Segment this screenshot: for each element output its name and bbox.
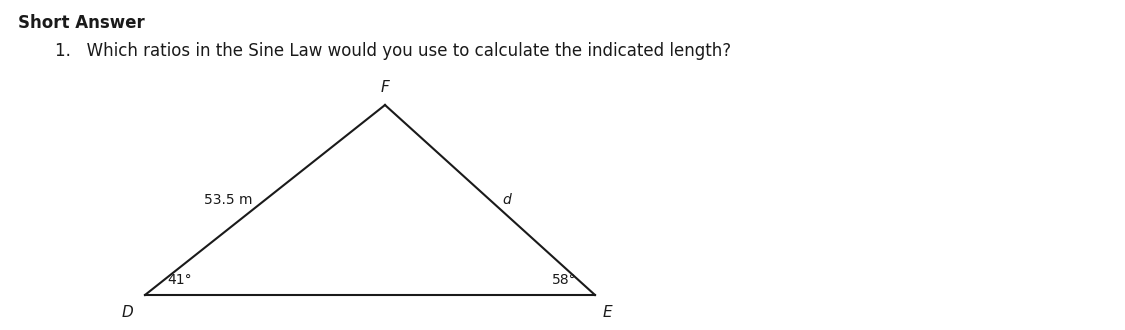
Text: 58°: 58° <box>552 273 577 287</box>
Text: d: d <box>502 193 511 207</box>
Text: 53.5 m: 53.5 m <box>205 193 253 207</box>
Text: Short Answer: Short Answer <box>18 14 145 32</box>
Text: 1.   Which ratios in the Sine Law would you use to calculate the indicated lengt: 1. Which ratios in the Sine Law would yo… <box>55 42 731 60</box>
Text: F: F <box>380 80 389 95</box>
Text: 41°: 41° <box>166 273 191 287</box>
Text: D: D <box>122 305 133 320</box>
Text: E: E <box>603 305 613 320</box>
